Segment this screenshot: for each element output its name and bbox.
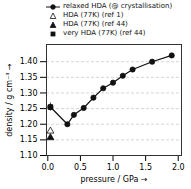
svg-text:1.35: 1.35	[20, 73, 38, 82]
html-text:HDA (77K) (ref 44): HDA (77K) (ref 44)	[63, 20, 128, 28]
svg-text:density / g cm⁻³ →: density / g cm⁻³ →	[5, 63, 14, 137]
html-text:very HDA (77K) (ref 44): very HDA (77K) (ref 44)	[63, 29, 146, 37]
svg-text:0.5: 0.5	[74, 163, 87, 172]
svg-text:1.5: 1.5	[139, 163, 152, 172]
html-text:relaxed HDA (@ crystallisation: relaxed HDA (@ crystallisation)	[63, 2, 173, 10]
svg-text:1.20: 1.20	[20, 120, 38, 129]
svg-text:1.15: 1.15	[20, 135, 38, 144]
svg-text:1.10: 1.10	[20, 151, 38, 160]
svg-text:2.0: 2.0	[172, 163, 185, 172]
svg-text:0.0: 0.0	[41, 163, 54, 172]
svg-text:1.30: 1.30	[20, 89, 38, 98]
svg-text:1.25: 1.25	[20, 104, 38, 113]
svg-text:pressure / GPa →: pressure / GPa →	[80, 175, 147, 184]
svg-text:1.40: 1.40	[20, 57, 38, 66]
html-text:HDA (77K) (ref 1): HDA (77K) (ref 1)	[63, 11, 124, 19]
svg-text:1.0: 1.0	[107, 163, 120, 172]
